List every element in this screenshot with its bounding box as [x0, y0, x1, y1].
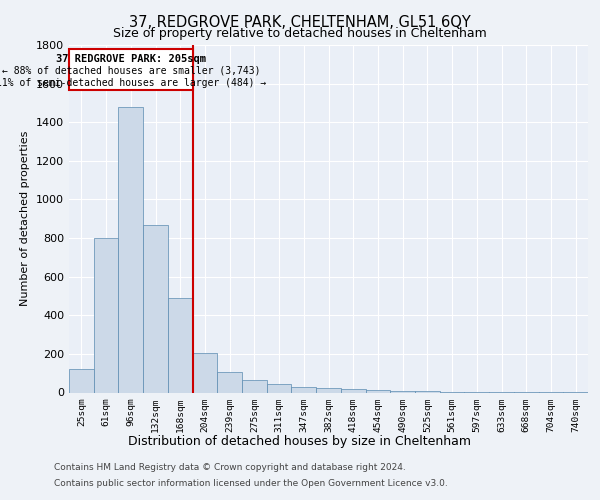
Text: 11% of semi-detached houses are larger (484) →: 11% of semi-detached houses are larger (…	[0, 78, 266, 88]
Text: ← 88% of detached houses are smaller (3,743): ← 88% of detached houses are smaller (3,…	[2, 66, 260, 76]
Bar	[242, 380, 267, 392]
Text: Distribution of detached houses by size in Cheltenham: Distribution of detached houses by size …	[128, 435, 472, 448]
Bar	[193, 353, 217, 393]
Y-axis label: Number of detached properties: Number of detached properties	[20, 131, 31, 306]
Bar	[217, 372, 242, 392]
Bar	[292, 386, 316, 392]
Bar	[94, 238, 118, 392]
Text: 37 REDGROVE PARK: 205sqm: 37 REDGROVE PARK: 205sqm	[56, 54, 206, 64]
Bar	[267, 384, 292, 392]
Bar	[390, 390, 415, 392]
Bar	[341, 389, 365, 392]
Bar	[365, 390, 390, 392]
Bar	[316, 388, 341, 392]
Text: 37, REDGROVE PARK, CHELTENHAM, GL51 6QY: 37, REDGROVE PARK, CHELTENHAM, GL51 6QY	[129, 15, 471, 30]
Bar	[69, 370, 94, 392]
Text: Size of property relative to detached houses in Cheltenham: Size of property relative to detached ho…	[113, 28, 487, 40]
Text: Contains public sector information licensed under the Open Government Licence v3: Contains public sector information licen…	[54, 478, 448, 488]
Bar	[118, 107, 143, 393]
Bar	[415, 391, 440, 392]
Bar	[168, 298, 193, 392]
Text: Contains HM Land Registry data © Crown copyright and database right 2024.: Contains HM Land Registry data © Crown c…	[54, 464, 406, 472]
Bar	[143, 224, 168, 392]
FancyBboxPatch shape	[69, 49, 193, 90]
